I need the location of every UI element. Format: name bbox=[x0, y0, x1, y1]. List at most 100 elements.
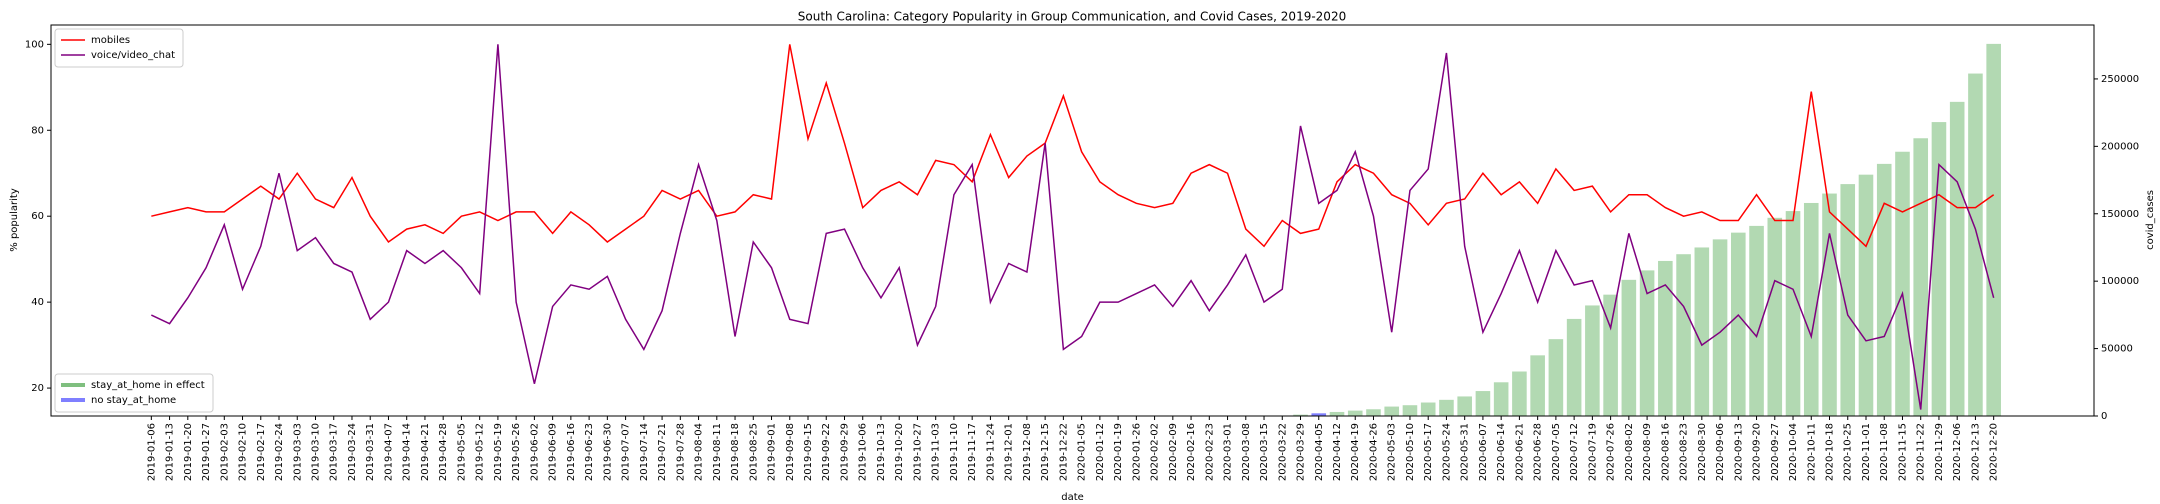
legend-box bbox=[54, 373, 214, 413]
legend-label: voice/video_chat bbox=[91, 50, 175, 61]
x-tick-label: 2020-08-30 bbox=[1697, 423, 1708, 481]
y-tick-label: 80 bbox=[31, 125, 44, 136]
x-tick-label: 2019-11-03 bbox=[931, 423, 942, 481]
x-tick-label: 2020-02-23 bbox=[1204, 423, 1215, 481]
x-tick-label: 2020-08-02 bbox=[1624, 423, 1635, 481]
x-tick-label: 2020-10-18 bbox=[1825, 423, 1836, 481]
y2-tick-label: 0 bbox=[2101, 411, 2107, 422]
x-tick-label: 2020-02-09 bbox=[1168, 423, 1179, 481]
y-axis-label: % popularity bbox=[9, 188, 20, 252]
x-tick-label: 2019-05-12 bbox=[475, 423, 486, 481]
x-tick-label: 2020-05-24 bbox=[1441, 423, 1452, 481]
bar bbox=[1658, 260, 1673, 416]
x-tick-label: 2020-11-08 bbox=[1879, 423, 1890, 481]
x-tick-label: 2019-07-14 bbox=[639, 423, 650, 481]
x-tick-label: 2020-07-26 bbox=[1606, 423, 1617, 481]
x-tick-label: 2020-06-21 bbox=[1514, 423, 1525, 481]
bar bbox=[1767, 217, 1783, 416]
x-tick-label: 2020-08-23 bbox=[1679, 423, 1690, 481]
x-tick-label: 2020-12-06 bbox=[1952, 423, 1963, 481]
bar bbox=[1585, 305, 1600, 416]
x-tick-label: 2019-08-11 bbox=[712, 423, 723, 481]
x-tick-label: 2020-06-14 bbox=[1496, 423, 1507, 481]
bar bbox=[1439, 399, 1454, 416]
x-tick-label: 2019-03-31 bbox=[365, 423, 376, 481]
x-tick-label: 2019-06-30 bbox=[602, 423, 613, 481]
x-tick-label: 2019-02-24 bbox=[274, 423, 285, 481]
bar bbox=[1402, 405, 1418, 416]
x-tick-label: 2020-07-05 bbox=[1551, 423, 1562, 481]
x-tick-label: 2019-05-05 bbox=[456, 423, 467, 481]
legend-box bbox=[54, 28, 184, 68]
x-tick-label: 2020-09-06 bbox=[1715, 423, 1726, 481]
bar bbox=[1785, 211, 1801, 416]
x-tick-label: 2020-05-31 bbox=[1460, 423, 1471, 481]
bar bbox=[1676, 254, 1691, 416]
y2-tick-label: 100000 bbox=[2101, 276, 2139, 287]
x-tick-label: 2020-11-15 bbox=[1897, 423, 1908, 481]
legend-label: no stay_at_home bbox=[91, 395, 176, 406]
x-tick-label: 2019-09-01 bbox=[767, 423, 778, 481]
x-tick-label: 2020-02-02 bbox=[1150, 423, 1161, 481]
y-tick-label: 100 bbox=[25, 39, 44, 50]
bar bbox=[1420, 402, 1436, 416]
x-tick-label: 2020-08-16 bbox=[1660, 423, 1671, 481]
bar bbox=[1858, 174, 1874, 416]
x-tick-label: 2019-09-22 bbox=[821, 423, 832, 481]
bar bbox=[1366, 409, 1381, 416]
bar bbox=[1712, 239, 1728, 416]
bar bbox=[1876, 163, 1892, 416]
bar bbox=[1803, 202, 1819, 416]
x-tick-label: 2020-10-04 bbox=[1788, 423, 1799, 481]
x-axis-label: date bbox=[1061, 492, 1084, 503]
x-tick-label: 2019-10-20 bbox=[894, 423, 905, 481]
x-tick-label: 2019-11-24 bbox=[985, 423, 996, 481]
x-tick-label: 2019-04-21 bbox=[420, 423, 431, 481]
x-tick-label: 2020-01-19 bbox=[1113, 423, 1124, 481]
x-tick-label: 2020-09-20 bbox=[1752, 423, 1763, 481]
x-tick-label: 2019-06-02 bbox=[529, 423, 540, 481]
bar bbox=[1347, 410, 1363, 416]
x-tick-label: 2020-09-13 bbox=[1733, 423, 1744, 481]
x-tick-label: 2020-07-19 bbox=[1587, 423, 1598, 481]
x-tick-label: 2020-03-15 bbox=[1259, 423, 1270, 481]
x-tick-label: 2019-04-28 bbox=[438, 423, 449, 481]
x-tick-label: 2020-07-12 bbox=[1569, 423, 1580, 481]
x-tick-label: 2019-02-10 bbox=[238, 423, 249, 481]
y2-axis-label: covid_cases bbox=[2145, 190, 2156, 250]
legend-label: mobiles bbox=[91, 35, 130, 46]
bar bbox=[1931, 122, 1947, 416]
x-tick-label: 2020-05-17 bbox=[1423, 423, 1434, 481]
x-tick-label: 2019-05-19 bbox=[493, 423, 504, 481]
x-tick-label: 2019-09-08 bbox=[785, 423, 796, 481]
x-tick-label: 2019-01-13 bbox=[165, 423, 176, 481]
bar bbox=[1493, 382, 1509, 416]
bar bbox=[1548, 339, 1564, 416]
x-tick-label: 2019-07-07 bbox=[621, 423, 632, 481]
x-tick-label: 2019-03-03 bbox=[292, 423, 303, 481]
y2-tick-label: 250000 bbox=[2101, 74, 2139, 85]
bar bbox=[1311, 413, 1327, 416]
bar bbox=[1329, 411, 1345, 416]
x-tick-label: 2020-09-27 bbox=[1770, 423, 1781, 481]
x-tick-label: 2019-01-27 bbox=[201, 423, 212, 481]
x-tick-label: 2020-10-11 bbox=[1806, 423, 1817, 481]
x-tick-label: 2019-12-08 bbox=[1022, 423, 1033, 481]
x-tick-label: 2019-02-17 bbox=[256, 423, 267, 481]
x-tick-label: 2020-12-13 bbox=[1970, 423, 1981, 481]
x-tick-label: 2019-09-29 bbox=[839, 423, 850, 481]
line bbox=[151, 44, 1995, 248]
bar bbox=[1822, 193, 1837, 416]
y-tick-label: 20 bbox=[31, 383, 44, 394]
bar bbox=[1895, 151, 1910, 417]
x-tick-label: 2020-04-26 bbox=[1368, 423, 1379, 481]
x-tick-label: 2020-01-12 bbox=[1095, 423, 1106, 481]
y2-tick-label: 150000 bbox=[2101, 209, 2139, 220]
bar bbox=[1949, 101, 1965, 417]
y2-tick-label: 200000 bbox=[2101, 141, 2139, 152]
bar bbox=[1749, 225, 1764, 416]
chart-title: South Carolina: Category Popularity in G… bbox=[798, 10, 1346, 24]
x-tick-label: 2019-11-17 bbox=[967, 423, 978, 481]
x-tick-label: 2019-07-21 bbox=[657, 423, 668, 481]
bar bbox=[1475, 391, 1491, 416]
